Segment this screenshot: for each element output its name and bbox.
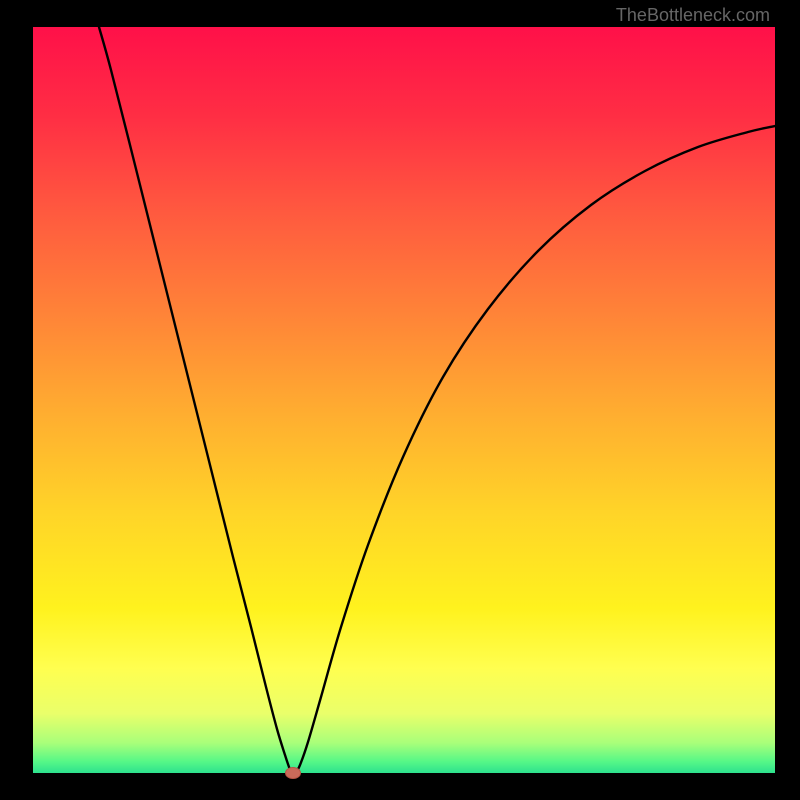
optimal-point-marker xyxy=(285,767,301,779)
bottleneck-curve xyxy=(33,27,775,773)
watermark-text: TheBottleneck.com xyxy=(616,5,770,26)
plot-area xyxy=(33,27,775,773)
chart-container: TheBottleneck.com xyxy=(0,0,800,800)
